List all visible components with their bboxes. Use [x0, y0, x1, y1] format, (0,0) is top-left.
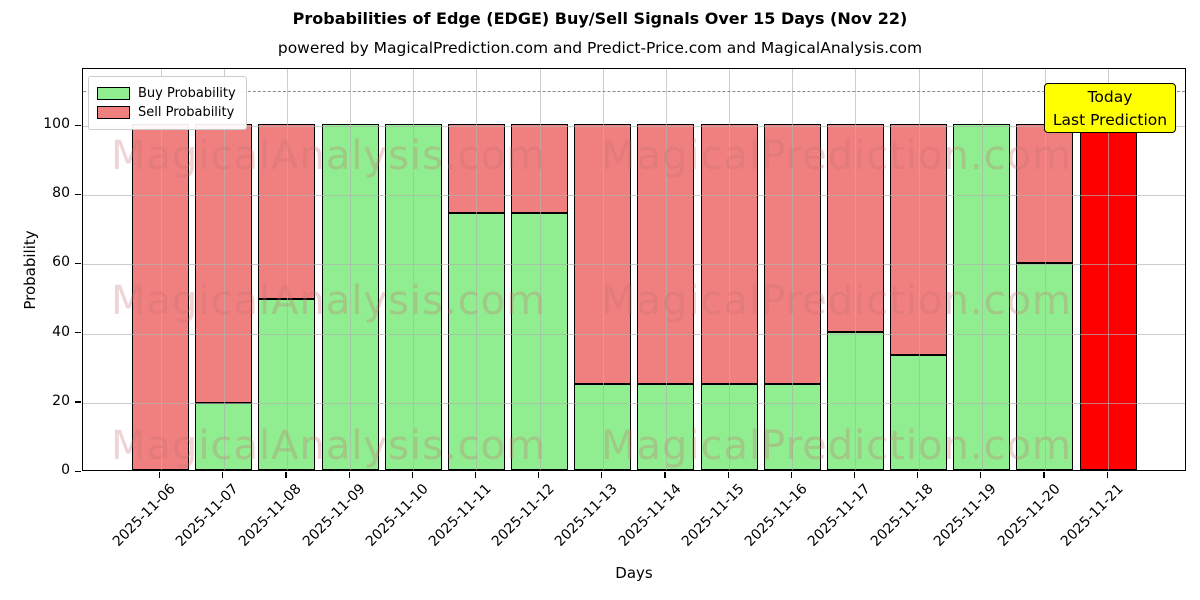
v-gridline: [665, 69, 667, 470]
h-gridline: [83, 126, 1185, 128]
h-gridline: [83, 333, 1185, 335]
annotation-line2: Last Prediction: [1052, 111, 1168, 129]
v-gridline: [413, 69, 415, 470]
v-gridline: [223, 69, 225, 470]
plot-area: Buy Probability Sell Probability Today L…: [82, 68, 1186, 471]
v-gridline: [539, 69, 541, 470]
x-tick-label: 2025-11-19: [931, 481, 1001, 550]
x-tick-label: 2025-11-10: [362, 481, 432, 550]
v-gridline: [855, 69, 857, 470]
y-tick-label: 20: [52, 392, 70, 409]
v-gridline: [602, 69, 604, 470]
x-tick-mark: [159, 472, 161, 478]
x-tick-label: 2025-11-09: [299, 481, 369, 550]
x-tick-label: 2025-11-06: [109, 481, 179, 550]
legend-sell-label: Sell Probability: [138, 105, 235, 120]
x-tick-label: 2025-11-14: [615, 481, 685, 550]
x-tick-label: 2025-11-15: [678, 481, 748, 550]
x-tick-mark: [917, 472, 919, 478]
x-tick-mark: [474, 472, 477, 478]
h-gridline: [83, 264, 1185, 266]
y-tick-label: 100: [43, 116, 70, 133]
v-gridline: [1108, 69, 1110, 470]
x-tick-label: 2025-11-18: [868, 481, 937, 550]
dashed-reference-line: [83, 91, 1185, 93]
y-tick-label: 40: [52, 323, 70, 340]
watermark-text: MagicalAnalysis.com: [111, 278, 547, 324]
sell-color-swatch: [97, 106, 130, 119]
x-tick-label: 2025-11-08: [236, 481, 306, 550]
y-tick-mark: [75, 401, 81, 403]
legend-item-sell: Sell Probability: [97, 103, 236, 122]
buy-color-swatch: [97, 87, 130, 100]
today-annotation-box: Today Last Prediction: [1044, 83, 1176, 133]
v-gridline: [792, 69, 794, 470]
x-tick-mark: [727, 472, 729, 478]
h-gridline: [83, 402, 1185, 404]
x-tick-label: 2025-11-21: [1057, 481, 1127, 550]
x-tick-label: 2025-11-17: [804, 481, 874, 550]
x-tick-mark: [348, 472, 350, 478]
y-tick-mark: [75, 262, 81, 265]
x-tick-label: 2025-11-20: [994, 481, 1064, 550]
x-tick-label: 2025-11-13: [552, 481, 622, 550]
h-gridline: [83, 195, 1185, 197]
x-tick-mark: [601, 472, 603, 478]
v-gridline: [160, 69, 162, 470]
x-tick-mark: [980, 472, 982, 478]
x-tick-label: 2025-11-16: [741, 481, 811, 550]
x-tick-mark: [411, 472, 413, 478]
v-gridline: [729, 69, 731, 470]
legend-item-buy: Buy Probability: [97, 84, 236, 103]
watermark-text: MagicalAnalysis.com: [111, 133, 547, 179]
v-gridline: [286, 69, 288, 470]
y-tick-mark: [75, 470, 81, 472]
x-tick-mark: [664, 472, 666, 478]
annotation-line1: Today: [1087, 88, 1133, 106]
x-tick-mark: [1043, 472, 1045, 478]
legend: Buy Probability Sell Probability: [88, 76, 247, 130]
v-gridline: [1044, 69, 1046, 470]
chart-title: Probabilities of Edge (EDGE) Buy/Sell Si…: [292, 9, 908, 28]
watermark-text: MagicalPrediction.com: [601, 423, 1072, 469]
y-tick-mark: [75, 124, 81, 126]
watermark-text: MagicalPrediction.com: [601, 133, 1072, 179]
x-tick-mark: [538, 472, 540, 478]
y-tick-label: 80: [52, 185, 70, 202]
x-axis-label: Days: [615, 564, 653, 582]
v-gridline: [981, 69, 983, 470]
y-tick-label: 60: [52, 254, 70, 271]
x-tick-mark: [285, 472, 287, 478]
x-tick-mark: [222, 472, 224, 478]
legend-buy-label: Buy Probability: [138, 86, 236, 101]
x-tick-label: 2025-11-12: [488, 481, 558, 550]
v-gridline: [350, 69, 351, 470]
y-tick-mark: [75, 332, 81, 334]
x-tick-mark: [1106, 472, 1108, 478]
watermark-text: MagicalPrediction.com: [601, 278, 1072, 324]
chart-subtitle: powered by MagicalPrediction.com and Pre…: [277, 39, 923, 57]
y-tick-mark: [75, 193, 81, 195]
y-tick-label: 0: [61, 462, 70, 478]
v-gridline: [918, 69, 920, 470]
watermark-text: MagicalAnalysis.com: [111, 423, 547, 469]
x-tick-label: 2025-11-07: [173, 481, 242, 550]
x-tick-mark: [790, 472, 792, 478]
x-tick-mark: [853, 472, 856, 478]
v-gridline: [476, 69, 478, 470]
x-tick-label: 2025-11-11: [425, 481, 495, 550]
